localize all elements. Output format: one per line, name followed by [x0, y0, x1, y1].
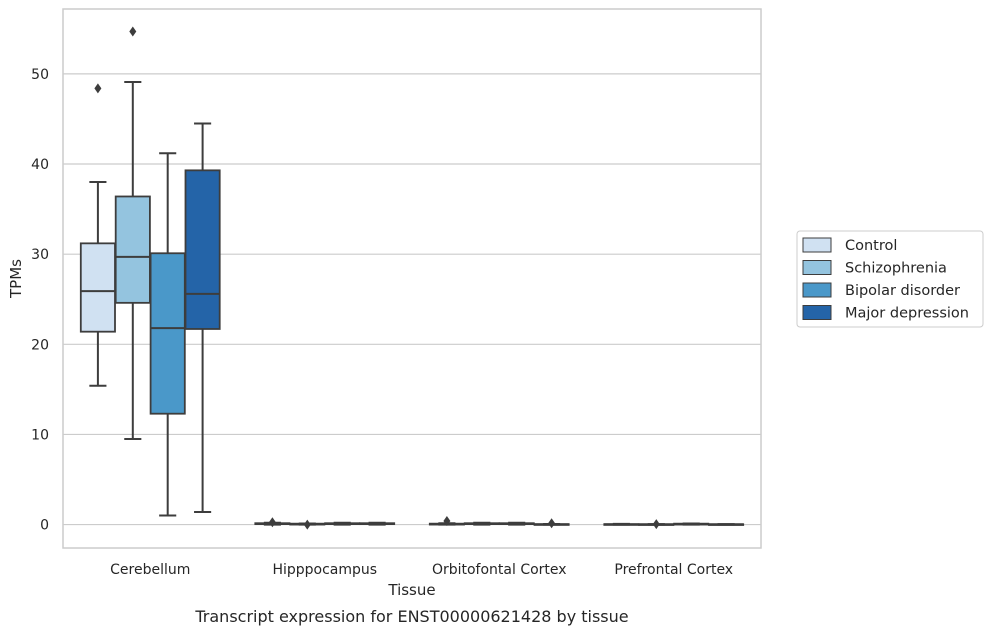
outlier-point [129, 26, 137, 37]
outlier-point [548, 518, 556, 529]
outlier-point [652, 519, 660, 530]
legend-label: Bipolar disorder [845, 283, 960, 299]
box-plot [638, 519, 675, 530]
box-plot [428, 515, 465, 526]
y-tick-label: 50 [31, 67, 49, 83]
plot-frame [62, 8, 762, 549]
outlier-point [443, 515, 451, 526]
outlier-point [268, 517, 276, 528]
series-bipolar-disorder [149, 152, 710, 526]
y-axis-label: TPMs [7, 259, 25, 299]
outlier-point [94, 83, 102, 94]
y-tick-label: 10 [31, 427, 49, 443]
x-tick-label: Prefrontal Cortex [614, 562, 733, 578]
chart-caption: Transcript expression for ENST0000062142… [194, 607, 628, 626]
y-tick-label: 0 [40, 518, 49, 534]
box-plot [289, 519, 326, 530]
box-plot [533, 518, 570, 529]
x-tick-labels: Cerebellum Hipppocampus Orbitofontal Corte… [110, 562, 733, 578]
box-plot [463, 521, 500, 526]
box-plot [708, 523, 745, 526]
x-tick-label: Orbitofontal Cortex [432, 562, 567, 578]
box-plot [79, 83, 116, 387]
legend-swatch [802, 237, 832, 253]
box-plot [149, 152, 186, 517]
x-tick-label: Hipppocampus [272, 562, 377, 578]
legend: Control Schizophrenia Bipolar disorder Majo… [796, 230, 984, 328]
box-body [184, 169, 221, 330]
box-body [149, 252, 186, 415]
legend-swatch [802, 282, 832, 298]
box-plot [254, 517, 291, 528]
series-schizophrenia [114, 26, 675, 530]
legend-label: Schizophrenia [845, 261, 947, 277]
legend-label: Control [845, 238, 897, 254]
y-tick-label: 20 [31, 337, 49, 353]
box-plot [673, 522, 710, 526]
x-axis-label: Tissue [387, 581, 435, 599]
legend-swatch [802, 305, 832, 320]
legend-frame [796, 230, 984, 328]
box-plot [114, 26, 151, 440]
box-plot-series [79, 26, 745, 530]
legend-item: Bipolar disorder [802, 282, 960, 299]
legend-item: Control [802, 237, 897, 254]
legend-item: Schizophrenia [802, 260, 947, 277]
box-body [79, 242, 116, 333]
legend-swatch [802, 260, 832, 275]
y-tick-labels: 0 10 20 30 40 50 [31, 67, 49, 534]
box-plot [498, 521, 535, 526]
y-tick-label: 30 [31, 247, 49, 263]
box-plot [184, 122, 221, 513]
series-major-depression [184, 122, 745, 529]
outlier-point [303, 519, 311, 530]
box-plot [359, 521, 396, 526]
box-body [114, 195, 151, 304]
legend-label: Major depression [845, 306, 969, 322]
box-plot [603, 522, 640, 526]
y-tick-label: 40 [31, 157, 49, 173]
legend-item: Major depression [802, 305, 969, 322]
box-plot [324, 521, 361, 526]
x-tick-label: Cerebellum [110, 562, 190, 578]
